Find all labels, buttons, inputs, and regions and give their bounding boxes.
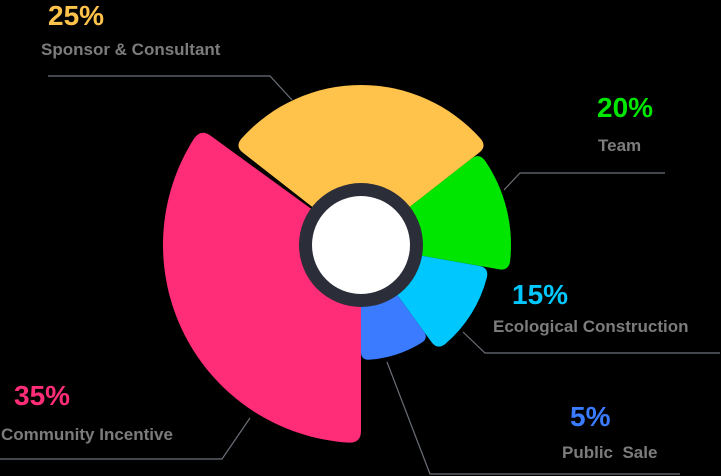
data-label-public-sale-name: Public Sale — [562, 443, 657, 462]
data-label-community-incentive-name: Community Incentive — [1, 425, 173, 444]
data-label-team-name: Team — [598, 136, 641, 155]
data-label-public-sale-percent: 5% — [570, 401, 611, 432]
leader-line-ecological-construction — [462, 331, 720, 354]
leader-lines — [0, 75, 720, 475]
center-hole — [312, 196, 410, 294]
data-label-ecological-construction-name: Ecological Construction — [493, 317, 689, 336]
data-label-community-incentive-percent: 35% — [14, 380, 70, 411]
leader-line-sponsor-consultant — [48, 75, 293, 101]
data-label-sponsor-consultant-name: Sponsor & Consultant — [41, 40, 221, 59]
data-label-sponsor-consultant-percent: 25% — [48, 0, 104, 31]
data-label-team-percent: 20% — [597, 92, 653, 123]
slice-labels: 25% Sponsor & Consultant 20% Team 15% Ec… — [1, 0, 689, 462]
leader-line-public-sale — [386, 361, 680, 475]
data-label-ecological-construction-percent: 15% — [512, 279, 568, 310]
leader-line-team — [503, 172, 665, 191]
slice-sponsor-consultant — [238, 85, 484, 245]
leader-line-community-incentive — [0, 417, 251, 460]
